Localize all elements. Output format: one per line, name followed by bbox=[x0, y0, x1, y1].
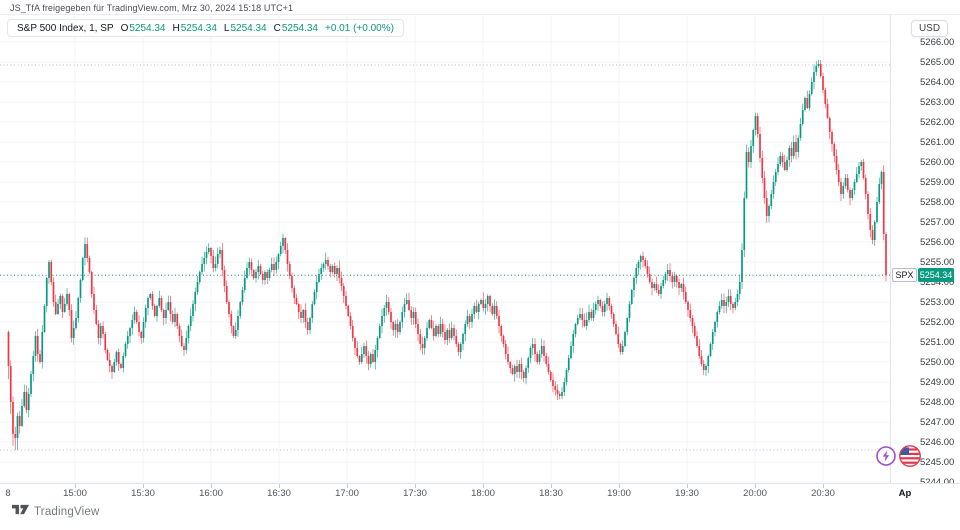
time-axis-label: 15:00 bbox=[63, 488, 87, 499]
tradingview-logo-text: TradingView bbox=[34, 506, 100, 518]
price-axis-label: 5264.00 bbox=[920, 77, 955, 88]
time-axis-tick bbox=[687, 484, 688, 488]
time-axis-tick bbox=[347, 484, 348, 488]
price-axis-label: 5266.00 bbox=[920, 37, 955, 48]
time-axis-label: 16:00 bbox=[199, 488, 223, 499]
realtime-lightning-icon[interactable] bbox=[876, 446, 896, 471]
currency-button[interactable]: USD bbox=[911, 20, 948, 37]
price-axis-label: 5254.00 bbox=[920, 277, 955, 288]
time-axis-tick bbox=[415, 484, 416, 488]
last-price-badge: SPX 5254.34 bbox=[892, 268, 954, 282]
time-axis-label: 15:30 bbox=[131, 488, 155, 499]
time-axis-label: 20:00 bbox=[743, 488, 767, 499]
low-value: L 5254.34 bbox=[223, 22, 267, 34]
chart-legend[interactable]: S&P 500 Index, 1, SP O 5254.34 H 5254.34 L… bbox=[7, 19, 404, 37]
price-axis-label: 5265.00 bbox=[920, 57, 955, 68]
price-axis-label: 5257.00 bbox=[920, 217, 955, 228]
price-axis-label: 5253.00 bbox=[920, 297, 955, 308]
time-axis-label: 19:00 bbox=[607, 488, 631, 499]
time-axis-tick bbox=[279, 484, 280, 488]
price-axis-label: 5248.00 bbox=[920, 397, 955, 408]
price-axis-label: 5256.00 bbox=[920, 237, 955, 248]
price-axis-label: 5246.00 bbox=[920, 437, 955, 448]
time-axis-tick bbox=[75, 484, 76, 488]
candlestick-chart[interactable] bbox=[0, 0, 890, 483]
price-axis-label: 5244.00 bbox=[920, 477, 954, 488]
symbol-tag: SPX bbox=[892, 268, 917, 282]
time-axis-tick bbox=[755, 484, 756, 488]
price-axis-label: 5245.00 bbox=[920, 457, 955, 468]
time-axis-label: 18:00 bbox=[471, 488, 495, 499]
open-value: O 5254.34 bbox=[120, 22, 166, 34]
time-axis-label: 18:30 bbox=[539, 488, 563, 499]
time-axis-tick bbox=[211, 484, 212, 488]
last-price-value: 5254.34 bbox=[918, 268, 954, 282]
time-axis-label: 17:00 bbox=[335, 488, 359, 499]
time-axis-tick bbox=[823, 484, 824, 488]
price-axis-label: 5263.00 bbox=[920, 97, 955, 108]
price-axis-label: 5252.00 bbox=[920, 317, 955, 328]
price-axis-label: 5247.00 bbox=[920, 417, 955, 428]
watermark-strip: JS_TfA freigegeben für TradingView.com, … bbox=[0, 0, 960, 15]
time-axis-tick bbox=[483, 484, 484, 488]
time-axis-tick bbox=[551, 484, 552, 488]
time-axis-label: 8 bbox=[5, 488, 11, 499]
time-axis-label: 20:30 bbox=[811, 488, 835, 499]
tradingview-logo[interactable]: TradingView bbox=[12, 503, 99, 521]
price-axis-label: 5255.00 bbox=[920, 257, 955, 268]
time-axis-label: 19:30 bbox=[675, 488, 699, 499]
time-axis-tick bbox=[619, 484, 620, 488]
time-axis-tick bbox=[143, 484, 144, 488]
price-axis[interactable]: USD 5266.00 5265.00 5264.00 5263.00 5262.00 5… bbox=[890, 15, 960, 488]
price-axis-label: 5258.00 bbox=[920, 197, 955, 208]
high-value: H 5254.34 bbox=[172, 22, 217, 34]
price-axis-label: 5262.00 bbox=[920, 117, 955, 128]
tradingview-logo-icon bbox=[12, 503, 29, 521]
time-axis-label: 17:30 bbox=[403, 488, 427, 499]
price-axis-label: 5249.00 bbox=[920, 377, 955, 388]
close-value: C 5254.34 bbox=[273, 22, 318, 34]
time-axis-label: Ap bbox=[898, 488, 912, 499]
price-axis-label: 5250.00 bbox=[920, 357, 955, 368]
change-value: +0.01 (+0.00%) bbox=[325, 22, 394, 34]
time-axis-label: 16:30 bbox=[267, 488, 291, 499]
us-flag-icon[interactable] bbox=[899, 445, 921, 472]
price-axis-label: 5251.00 bbox=[920, 337, 955, 348]
time-axis[interactable]: 8 15:00 15:30 16:00 16:30 17:00 17:30 18:00 18:3… bbox=[0, 483, 960, 500]
price-axis-label: 5261.00 bbox=[920, 137, 955, 148]
symbol-title: S&P 500 Index, 1, SP bbox=[17, 22, 114, 34]
price-axis-label: 5259.00 bbox=[920, 177, 955, 188]
price-axis-label: 5260.00 bbox=[920, 157, 955, 168]
watermark-text: JS_TfA freigegeben für TradingView.com, … bbox=[10, 3, 294, 13]
market-icons bbox=[876, 445, 921, 472]
